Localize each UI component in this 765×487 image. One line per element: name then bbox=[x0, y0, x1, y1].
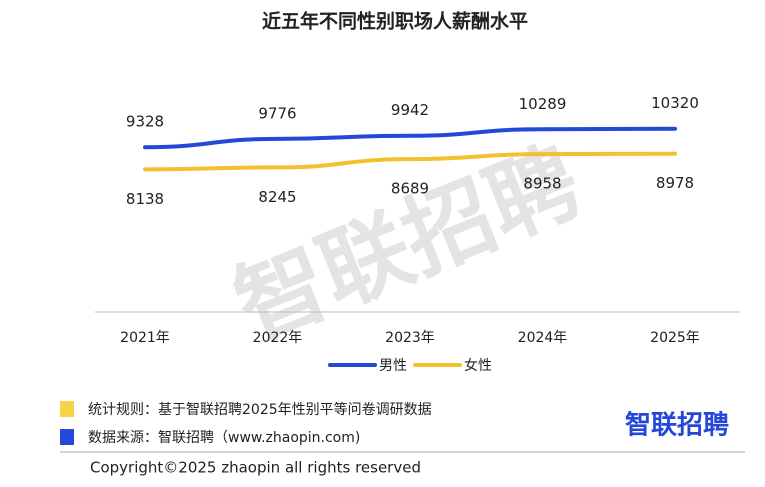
data-label: 9776 bbox=[258, 104, 296, 122]
note-text: 统计规则：基于智联招聘2025年性别平等问卷调研数据 bbox=[88, 401, 432, 418]
data-label: 9328 bbox=[126, 113, 164, 131]
legend-label: 男性 bbox=[379, 358, 407, 374]
legend-label: 女性 bbox=[464, 357, 492, 374]
series-line bbox=[143, 151, 677, 172]
data-label: 8978 bbox=[656, 174, 694, 192]
x-tick-label: 2021年 bbox=[120, 330, 170, 346]
data-label: 9942 bbox=[391, 101, 429, 119]
x-tick-label: 2024年 bbox=[518, 330, 568, 346]
data-label: 10289 bbox=[519, 95, 567, 113]
note-swatch bbox=[60, 401, 74, 417]
x-tick-label: 2023年 bbox=[385, 330, 435, 346]
data-label: 10320 bbox=[651, 94, 699, 112]
x-tick-label: 2022年 bbox=[253, 330, 303, 346]
data-label: 8138 bbox=[126, 190, 164, 208]
chart-title: 近五年不同性别职场人薪酬水平 bbox=[262, 10, 528, 33]
logo: 智联招聘 bbox=[625, 411, 729, 441]
x-tick-label: 2025年 bbox=[650, 330, 700, 346]
data-label: 8689 bbox=[391, 180, 429, 198]
data-label: 8958 bbox=[523, 175, 561, 193]
series-line bbox=[143, 126, 677, 150]
copyright: Copyright©2025 zhaopin all rights reserv… bbox=[90, 459, 421, 477]
data-label: 8245 bbox=[258, 188, 296, 206]
note-swatch bbox=[60, 429, 74, 445]
note-text: 数据来源：智联招聘（www.zhaopin.com) bbox=[88, 430, 360, 446]
